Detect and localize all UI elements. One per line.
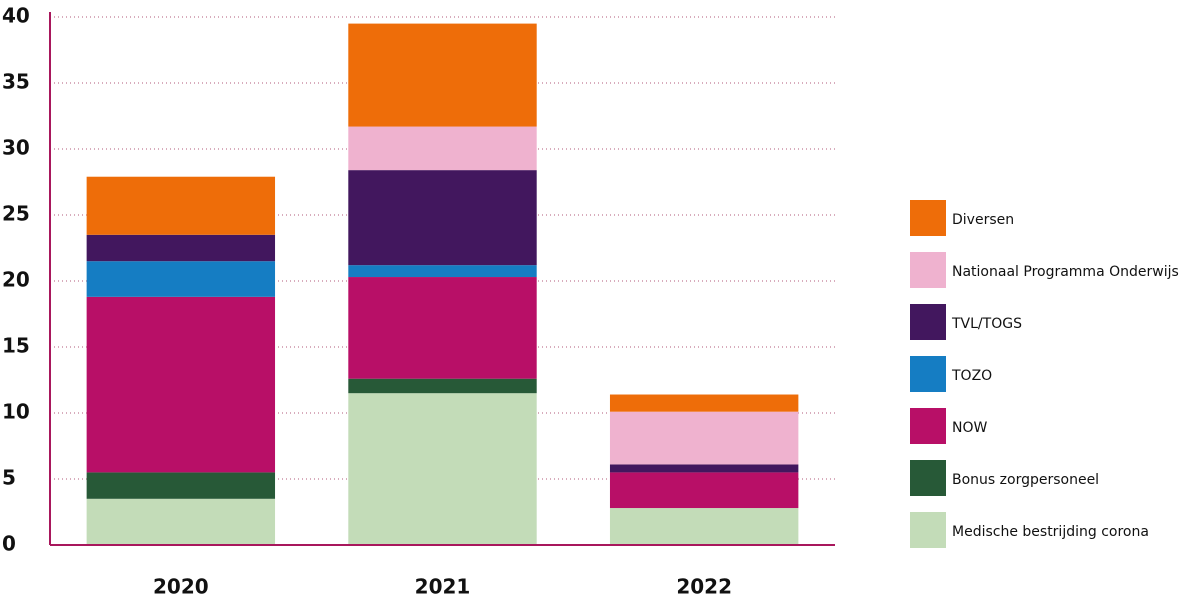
bar-segment — [86, 498, 276, 545]
bar-segment — [348, 378, 537, 394]
bar-segment — [86, 296, 276, 473]
bar-segment — [609, 394, 799, 412]
legend-swatch — [910, 356, 946, 392]
legend-label: TVL/TOGS — [951, 316, 1022, 332]
bar-segment — [86, 472, 276, 499]
legend-label: Diversen — [952, 212, 1014, 228]
x-tick-label: 2020 — [153, 575, 209, 596]
legend-label: TOZO — [951, 368, 992, 384]
bar-segment — [609, 508, 799, 545]
legend-label: Bonus zorgpersoneel — [952, 472, 1099, 488]
y-tick-label: 5 — [2, 466, 16, 490]
bar-segment — [348, 265, 537, 278]
legend-swatch — [910, 252, 946, 288]
y-tick-label: 35 — [2, 70, 30, 94]
legend-swatch — [910, 304, 946, 340]
bar-segment — [86, 261, 276, 297]
bar-segment — [348, 23, 537, 127]
legend-label: Nationaal Programma Onderwijs — [952, 264, 1179, 280]
y-tick-label: 20 — [2, 268, 30, 292]
legend-label: NOW — [952, 420, 987, 436]
bar-segment — [86, 234, 276, 262]
bar-segment — [348, 393, 537, 545]
y-tick-label: 40 — [2, 4, 30, 28]
bar-segment — [609, 411, 799, 465]
bar-segment — [348, 170, 537, 266]
x-tick-label: 2021 — [415, 575, 471, 596]
y-tick-label: 10 — [2, 400, 30, 424]
bar-segment — [86, 176, 276, 235]
y-tick-label: 25 — [2, 202, 30, 226]
legend-swatch — [910, 408, 946, 444]
y-tick-label: 0 — [2, 532, 16, 556]
y-tick-label: 30 — [2, 136, 30, 160]
legend-label: Medische bestrijding corona — [952, 524, 1149, 540]
bar-segment — [609, 464, 799, 473]
legend-swatch — [910, 460, 946, 496]
legend-swatch — [910, 200, 946, 236]
legend-swatch — [910, 512, 946, 548]
bar-segment — [348, 277, 537, 379]
y-tick-label: 15 — [2, 334, 30, 358]
bar-segment — [348, 126, 537, 171]
bar-segment — [609, 472, 799, 509]
x-tick-label: 2022 — [676, 575, 732, 596]
